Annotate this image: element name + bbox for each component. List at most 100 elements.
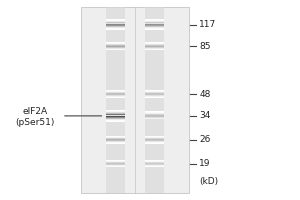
Bar: [145, 138, 164, 139]
Bar: [106, 166, 125, 167]
Bar: [145, 96, 164, 97]
Bar: [106, 163, 125, 164]
Text: 48: 48: [199, 90, 211, 99]
Bar: [145, 91, 164, 92]
Bar: [145, 166, 164, 167]
Bar: [106, 43, 125, 44]
Bar: [106, 139, 125, 140]
Bar: [145, 48, 164, 49]
Bar: [106, 44, 125, 45]
Bar: [106, 97, 125, 98]
Bar: [106, 29, 125, 30]
Bar: [106, 164, 125, 165]
Bar: [145, 137, 164, 138]
Bar: [145, 42, 164, 43]
Bar: [145, 164, 164, 165]
Bar: [145, 49, 164, 50]
Bar: [145, 116, 164, 117]
Bar: [106, 112, 125, 113]
Bar: [145, 97, 164, 98]
Bar: [145, 143, 164, 144]
Bar: [145, 28, 164, 29]
Bar: [106, 161, 125, 162]
Bar: [145, 26, 164, 27]
Bar: [145, 94, 164, 95]
Bar: [145, 92, 164, 93]
Bar: [145, 90, 164, 91]
Bar: [145, 117, 164, 118]
Bar: [106, 46, 125, 47]
Bar: [106, 22, 125, 23]
Bar: [145, 141, 164, 142]
Bar: [106, 93, 125, 94]
Bar: [106, 19, 125, 20]
Bar: [106, 49, 125, 50]
Bar: [106, 94, 125, 95]
Bar: [145, 115, 164, 116]
Bar: [106, 142, 125, 143]
Bar: [145, 19, 164, 20]
Bar: [106, 91, 125, 92]
Bar: [106, 45, 125, 46]
Bar: [145, 24, 164, 25]
Bar: [106, 96, 125, 97]
Bar: [145, 47, 164, 48]
Bar: [106, 20, 125, 21]
Bar: [145, 29, 164, 30]
Text: 19: 19: [199, 159, 211, 168]
Bar: [106, 119, 125, 120]
Bar: [106, 95, 125, 96]
Text: (kD): (kD): [199, 177, 218, 186]
Bar: [106, 136, 125, 137]
Bar: [145, 165, 164, 166]
Bar: [145, 112, 164, 113]
Bar: [106, 111, 125, 112]
Bar: [106, 120, 125, 121]
Bar: [145, 93, 164, 94]
Bar: [106, 47, 125, 48]
Bar: [145, 45, 164, 46]
Bar: [106, 114, 125, 115]
Bar: [106, 92, 125, 93]
Bar: [106, 7, 125, 193]
Bar: [145, 43, 164, 44]
Bar: [145, 142, 164, 143]
Bar: [145, 160, 164, 161]
Bar: [106, 27, 125, 28]
Bar: [145, 118, 164, 119]
Bar: [145, 20, 164, 21]
Bar: [145, 95, 164, 96]
Text: 117: 117: [199, 20, 217, 29]
Bar: [145, 113, 164, 114]
Bar: [106, 21, 125, 22]
Bar: [106, 113, 125, 114]
Bar: [145, 136, 164, 137]
Bar: [145, 27, 164, 28]
Bar: [106, 165, 125, 166]
Bar: [106, 121, 125, 122]
Bar: [106, 140, 125, 141]
Bar: [145, 162, 164, 163]
Bar: [106, 118, 125, 119]
Bar: [145, 21, 164, 22]
Bar: [106, 48, 125, 49]
Bar: [145, 25, 164, 26]
Bar: [81, 7, 189, 193]
Bar: [106, 117, 125, 118]
Text: 26: 26: [199, 135, 211, 144]
Bar: [106, 24, 125, 25]
Bar: [106, 138, 125, 139]
Bar: [145, 163, 164, 164]
Bar: [106, 160, 125, 161]
Bar: [106, 137, 125, 138]
Bar: [145, 22, 164, 23]
Bar: [106, 42, 125, 43]
Bar: [106, 143, 125, 144]
Bar: [145, 140, 164, 141]
Text: 85: 85: [199, 42, 211, 51]
Bar: [145, 114, 164, 115]
Bar: [106, 90, 125, 91]
Bar: [106, 162, 125, 163]
Text: eIF2A
(pSer51): eIF2A (pSer51): [15, 107, 55, 127]
Bar: [106, 25, 125, 26]
